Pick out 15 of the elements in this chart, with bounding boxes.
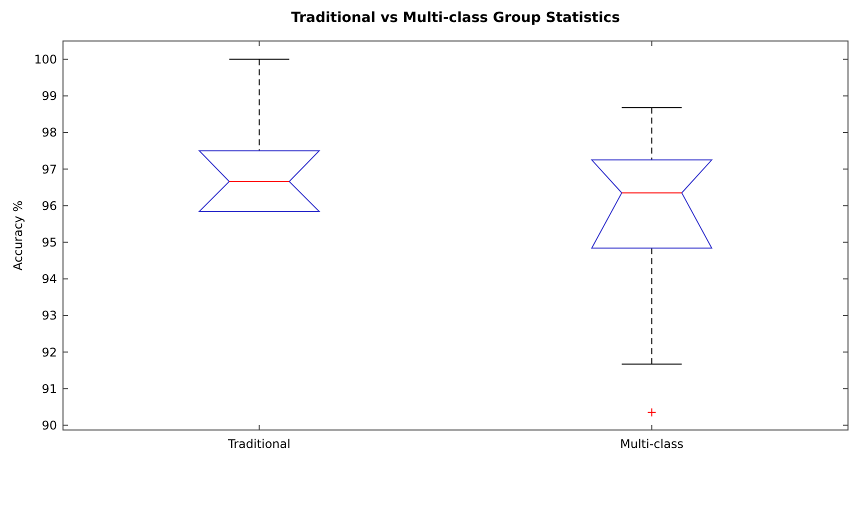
y-tick-label: 91 <box>42 382 57 396</box>
x-tick-label: Multi-class <box>620 437 684 451</box>
y-tick-label: 100 <box>34 52 57 66</box>
x-tick-label: Traditional <box>227 437 290 451</box>
y-tick-label: 98 <box>42 126 57 140</box>
y-tick-label: 97 <box>42 162 57 176</box>
y-tick-label: 93 <box>42 308 57 323</box>
y-axis-title: Accuracy % <box>11 200 25 271</box>
y-tick-label: 96 <box>42 198 57 213</box>
chart-title: Traditional vs Multi-class Group Statistics <box>291 10 620 26</box>
y-tick-label: 95 <box>42 235 57 250</box>
y-tick-label: 99 <box>42 89 57 104</box>
y-tick-label: 94 <box>42 272 57 286</box>
y-tick-label: 90 <box>42 418 57 432</box>
y-tick-label: 92 <box>42 345 57 360</box>
